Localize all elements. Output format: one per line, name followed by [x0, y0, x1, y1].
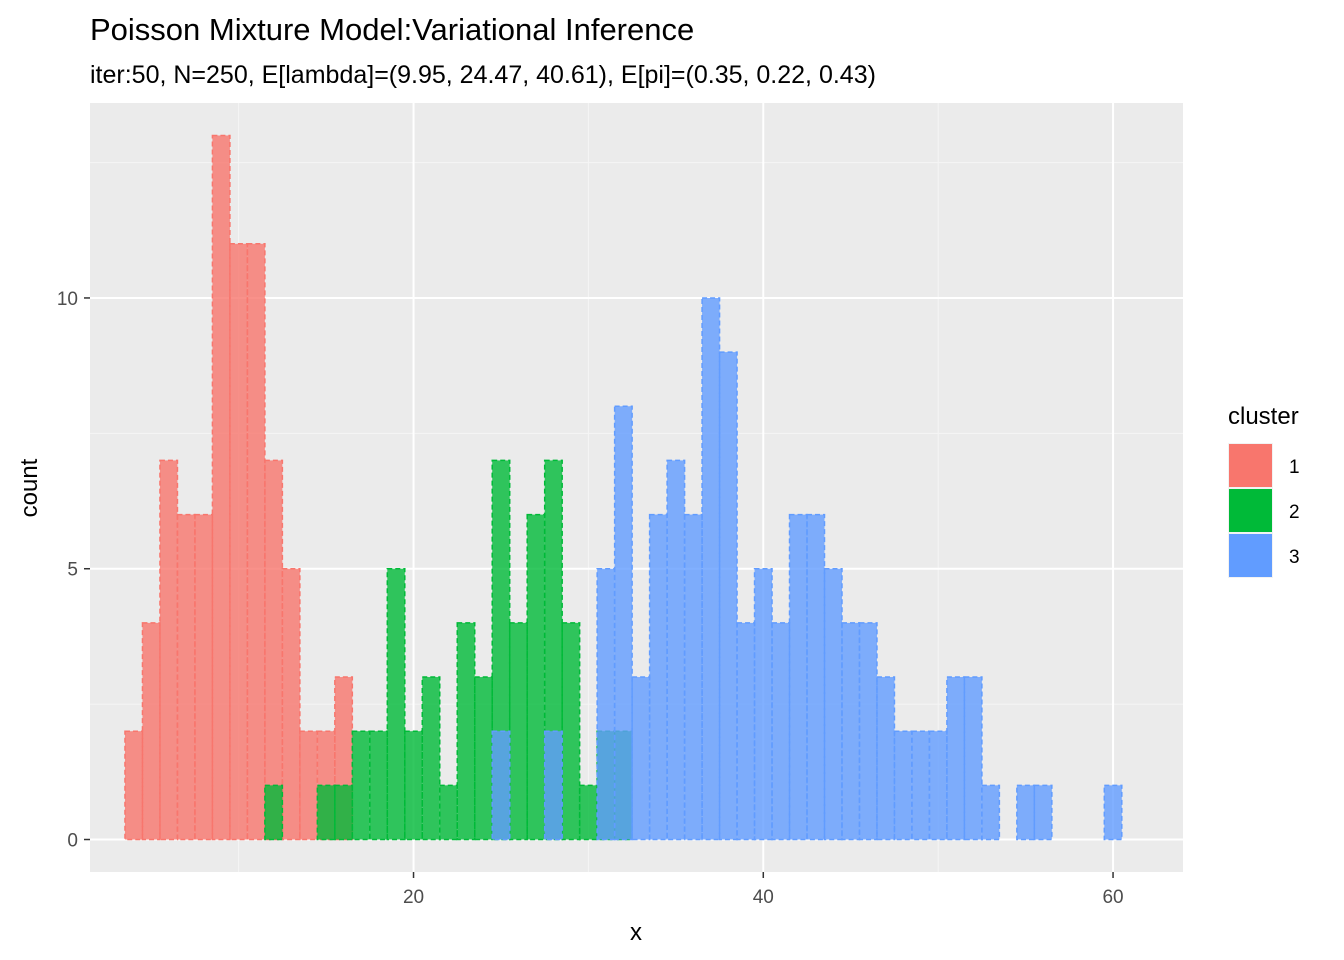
bar-cluster-3: [666, 459, 686, 841]
bar-cluster-1: [211, 134, 231, 841]
bar-cluster-2: [561, 622, 581, 841]
legend-label-2: 2: [1289, 502, 1300, 523]
x-tick-label: 60: [1102, 887, 1123, 908]
bar-cluster-3: [736, 622, 756, 841]
chart-subtitle: iter:50, N=250, E[lambda]=(9.95, 24.47, …: [90, 61, 876, 89]
bar-cluster-3: [701, 297, 721, 841]
bar-cluster-3: [1103, 784, 1123, 841]
x-tick-label: 20: [403, 887, 424, 908]
bar-cluster-1: [124, 730, 144, 841]
bar-cluster-3: [683, 513, 703, 841]
y-axis-title: count: [16, 458, 43, 517]
bar-cluster-2: [578, 784, 598, 841]
bar-cluster-3: [718, 351, 738, 841]
bar-cluster-3: [648, 513, 668, 841]
bar-cluster-3: [893, 730, 913, 841]
bar-cluster-2: [386, 567, 406, 841]
bar-cluster-3: [928, 730, 948, 841]
bar-cluster-3: [491, 730, 511, 841]
bar-cluster-3: [788, 513, 808, 841]
series-1-bars: [124, 134, 354, 841]
bar-cluster-3: [753, 567, 773, 841]
bar-cluster-1: [229, 243, 249, 841]
bar-cluster-3: [543, 730, 563, 841]
bar-cluster-3: [631, 676, 651, 841]
bar-cluster-3: [876, 676, 896, 841]
bar-cluster-3: [911, 730, 931, 841]
bar-cluster-2: [404, 730, 424, 841]
legend-title: cluster: [1228, 403, 1299, 430]
bar-cluster-3: [596, 567, 616, 841]
legend-label-3: 3: [1289, 547, 1300, 568]
legend-swatch-2: [1229, 489, 1272, 532]
bar-cluster-3: [963, 676, 983, 841]
bar-cluster-1: [246, 243, 266, 841]
bar-cluster-3: [946, 676, 966, 841]
bar-cluster-3: [858, 622, 878, 841]
bar-cluster-1: [176, 513, 196, 841]
bar-cluster-3: [823, 567, 843, 841]
legend-swatch-3: [1229, 534, 1272, 577]
bar-cluster-2: [369, 730, 389, 841]
legend: cluster 1 2 3: [1228, 403, 1300, 578]
bar-cluster-1: [194, 513, 214, 841]
bar-cluster-3: [981, 784, 1001, 841]
legend-swatch-1: [1229, 444, 1272, 487]
bar-cluster-2: [316, 784, 336, 841]
y-tick-label: 0: [67, 831, 78, 852]
bar-cluster-3: [841, 622, 861, 841]
bar-cluster-1: [281, 567, 301, 841]
bar-cluster-2: [439, 784, 458, 841]
bars-layer: [124, 134, 1123, 841]
bar-cluster-3: [1016, 784, 1036, 841]
bar-cluster-2: [473, 676, 493, 841]
bar-cluster-2: [264, 784, 284, 841]
bar-cluster-1: [141, 622, 161, 841]
bar-cluster-3: [1033, 784, 1053, 841]
bar-cluster-3: [613, 405, 633, 841]
bar-cluster-1: [159, 459, 179, 841]
bar-cluster-2: [351, 730, 371, 841]
x-axis-title: x: [630, 919, 642, 946]
bar-cluster-1: [264, 459, 284, 841]
legend-label-1: 1: [1289, 457, 1300, 478]
chart-title: Poisson Mixture Model:Variational Infere…: [90, 12, 695, 47]
bar-cluster-1: [299, 730, 319, 841]
bar-cluster-2: [421, 676, 441, 841]
bar-cluster-2: [508, 622, 528, 841]
bar-cluster-3: [771, 622, 791, 841]
bar-cluster-3: [806, 513, 826, 841]
x-tick-label: 40: [753, 887, 774, 908]
y-tick-label: 10: [57, 289, 78, 310]
bar-cluster-2: [526, 513, 546, 841]
y-tick-label: 5: [67, 560, 78, 581]
bar-cluster-2: [334, 784, 354, 841]
bar-cluster-2: [456, 622, 476, 841]
axes-layer: 20 40 60 0 5 10: [57, 289, 1124, 908]
series-3-bars: [491, 297, 1123, 841]
